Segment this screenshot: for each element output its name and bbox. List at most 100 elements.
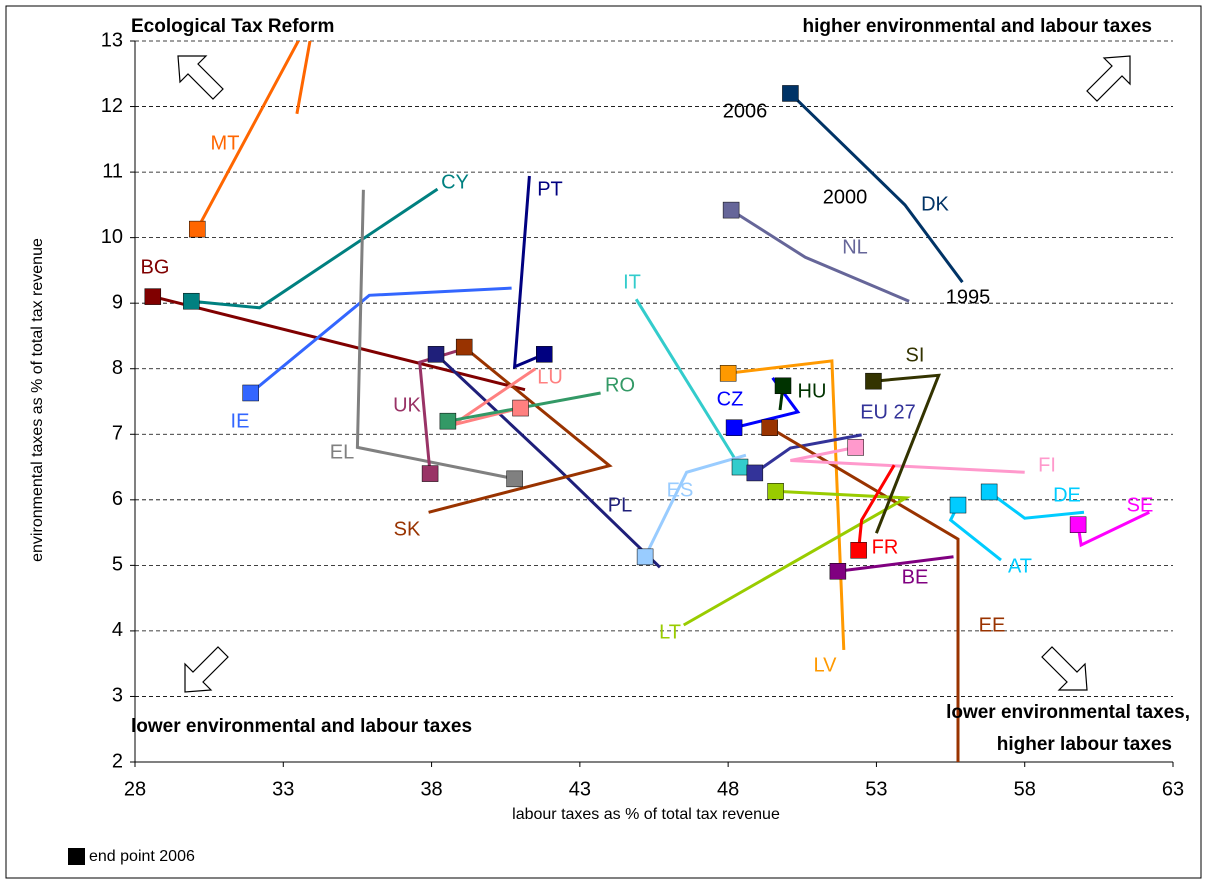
end-point-marker: [506, 470, 523, 488]
end-point-marker: [731, 458, 749, 476]
series-label: EL: [330, 441, 354, 463]
series-label: DK: [921, 193, 949, 215]
y-tick-label: 4: [112, 619, 123, 641]
x-tick-label: 38: [420, 778, 442, 800]
x-tick-label: 28: [124, 778, 146, 800]
quadrant-label: Ecological Tax Reform: [131, 16, 334, 37]
y-tick-label: 5: [112, 554, 123, 576]
end-point-marker: [719, 365, 737, 382]
series-line: [643, 453, 747, 558]
series-line: [418, 348, 462, 474]
y-tick-label: 3: [112, 685, 123, 707]
legend-note: end point 2006: [89, 848, 195, 865]
series-label: SI: [906, 344, 925, 366]
end-point-marker: [427, 346, 445, 363]
end-point-marker: [761, 419, 778, 436]
series-label: LT: [659, 621, 681, 643]
end-point-marker: [767, 483, 784, 500]
series-label: ES: [667, 479, 694, 501]
y-tick-label: 13: [101, 29, 123, 51]
end-point-marker: [455, 338, 473, 356]
end-point-marker: [421, 465, 439, 482]
end-point-marker: [746, 464, 764, 482]
end-point-marker: [850, 542, 867, 559]
quadrant-label: higher environmental and labour taxes: [803, 16, 1152, 37]
chart-border: [5, 5, 1202, 879]
end-point-marker: [242, 384, 259, 402]
end-point-marker: [980, 483, 998, 501]
series-line: [768, 426, 960, 762]
end-point-marker: [847, 439, 864, 456]
arrow-up-right: [1086, 55, 1131, 102]
y-tick-label: 10: [101, 226, 123, 248]
series-label: EU 27: [860, 401, 916, 423]
series-line: [191, 187, 439, 310]
series-line: [837, 555, 954, 573]
series-label: LU: [537, 366, 563, 388]
end-point-marker: [636, 548, 654, 566]
end-point-marker: [949, 496, 967, 514]
y-tick-label: 9: [112, 291, 123, 313]
arrow-up-left: [177, 55, 224, 100]
direction-arrows: [177, 55, 1131, 693]
end-point-marker: [774, 377, 792, 395]
series-label: NL: [842, 236, 868, 258]
year-label: 1995: [946, 286, 991, 308]
series-line: [873, 373, 941, 534]
series-line: [428, 345, 613, 514]
end-point-marker: [865, 372, 882, 390]
end-point-marker: [725, 419, 743, 436]
series-line: [727, 359, 846, 650]
end-point-marker: [439, 412, 457, 430]
x-tick-label: 58: [1014, 778, 1036, 800]
series-label: HU: [798, 380, 827, 402]
series-line: [434, 353, 661, 569]
series-line: [512, 175, 545, 370]
arrow-down-right: [1041, 646, 1088, 691]
y-tick-label: 8: [112, 357, 123, 379]
series-label: UK: [393, 394, 421, 416]
series-label: DE: [1053, 484, 1081, 506]
series-label: EE: [979, 614, 1006, 636]
series-label: RO: [605, 374, 635, 396]
x-tick-label: 48: [717, 778, 739, 800]
year-label: 2000: [823, 186, 868, 208]
quadrant-label: lower environmental taxes,: [946, 702, 1190, 723]
end-point-marker: [144, 288, 162, 305]
x-tick-label: 53: [865, 778, 887, 800]
series-label: PT: [537, 178, 563, 200]
series-line: [789, 92, 964, 284]
end-point-marker: [829, 563, 847, 580]
series-line: [857, 464, 896, 551]
y-tick-label: 2: [112, 750, 123, 772]
plot-lines: [152, 41, 1150, 762]
arrow-down-left: [184, 646, 229, 693]
series-label: FR: [872, 536, 899, 558]
x-tick-label: 63: [1162, 778, 1184, 800]
series-label: CY: [441, 171, 469, 193]
series-label: FI: [1038, 454, 1056, 476]
series-label: BE: [902, 566, 929, 588]
series-label: IT: [623, 271, 641, 293]
y-tick-label: 6: [112, 488, 123, 510]
series-line: [753, 433, 862, 475]
series-label: BG: [141, 256, 170, 278]
x-axis-title: labour taxes as % of total tax revenue: [512, 806, 780, 823]
series-label: LV: [814, 654, 838, 676]
y-tick-label: 7: [112, 423, 123, 445]
series-line: [249, 286, 512, 395]
end-point-marker: [722, 201, 740, 219]
series-label: SE: [1127, 494, 1154, 516]
y-axis-title: environmental taxes as % of total tax re…: [29, 238, 46, 562]
series-label: CZ: [717, 388, 744, 410]
year-label: 2006: [723, 100, 768, 122]
series-line: [355, 189, 515, 481]
y-tick-label: 11: [102, 160, 123, 182]
y-tick-label: 12: [101, 95, 123, 117]
series-line: [634, 298, 742, 468]
series-label: PL: [608, 494, 632, 516]
series-line: [988, 490, 1085, 520]
series-line: [790, 445, 1025, 474]
series-label: IE: [231, 410, 250, 432]
